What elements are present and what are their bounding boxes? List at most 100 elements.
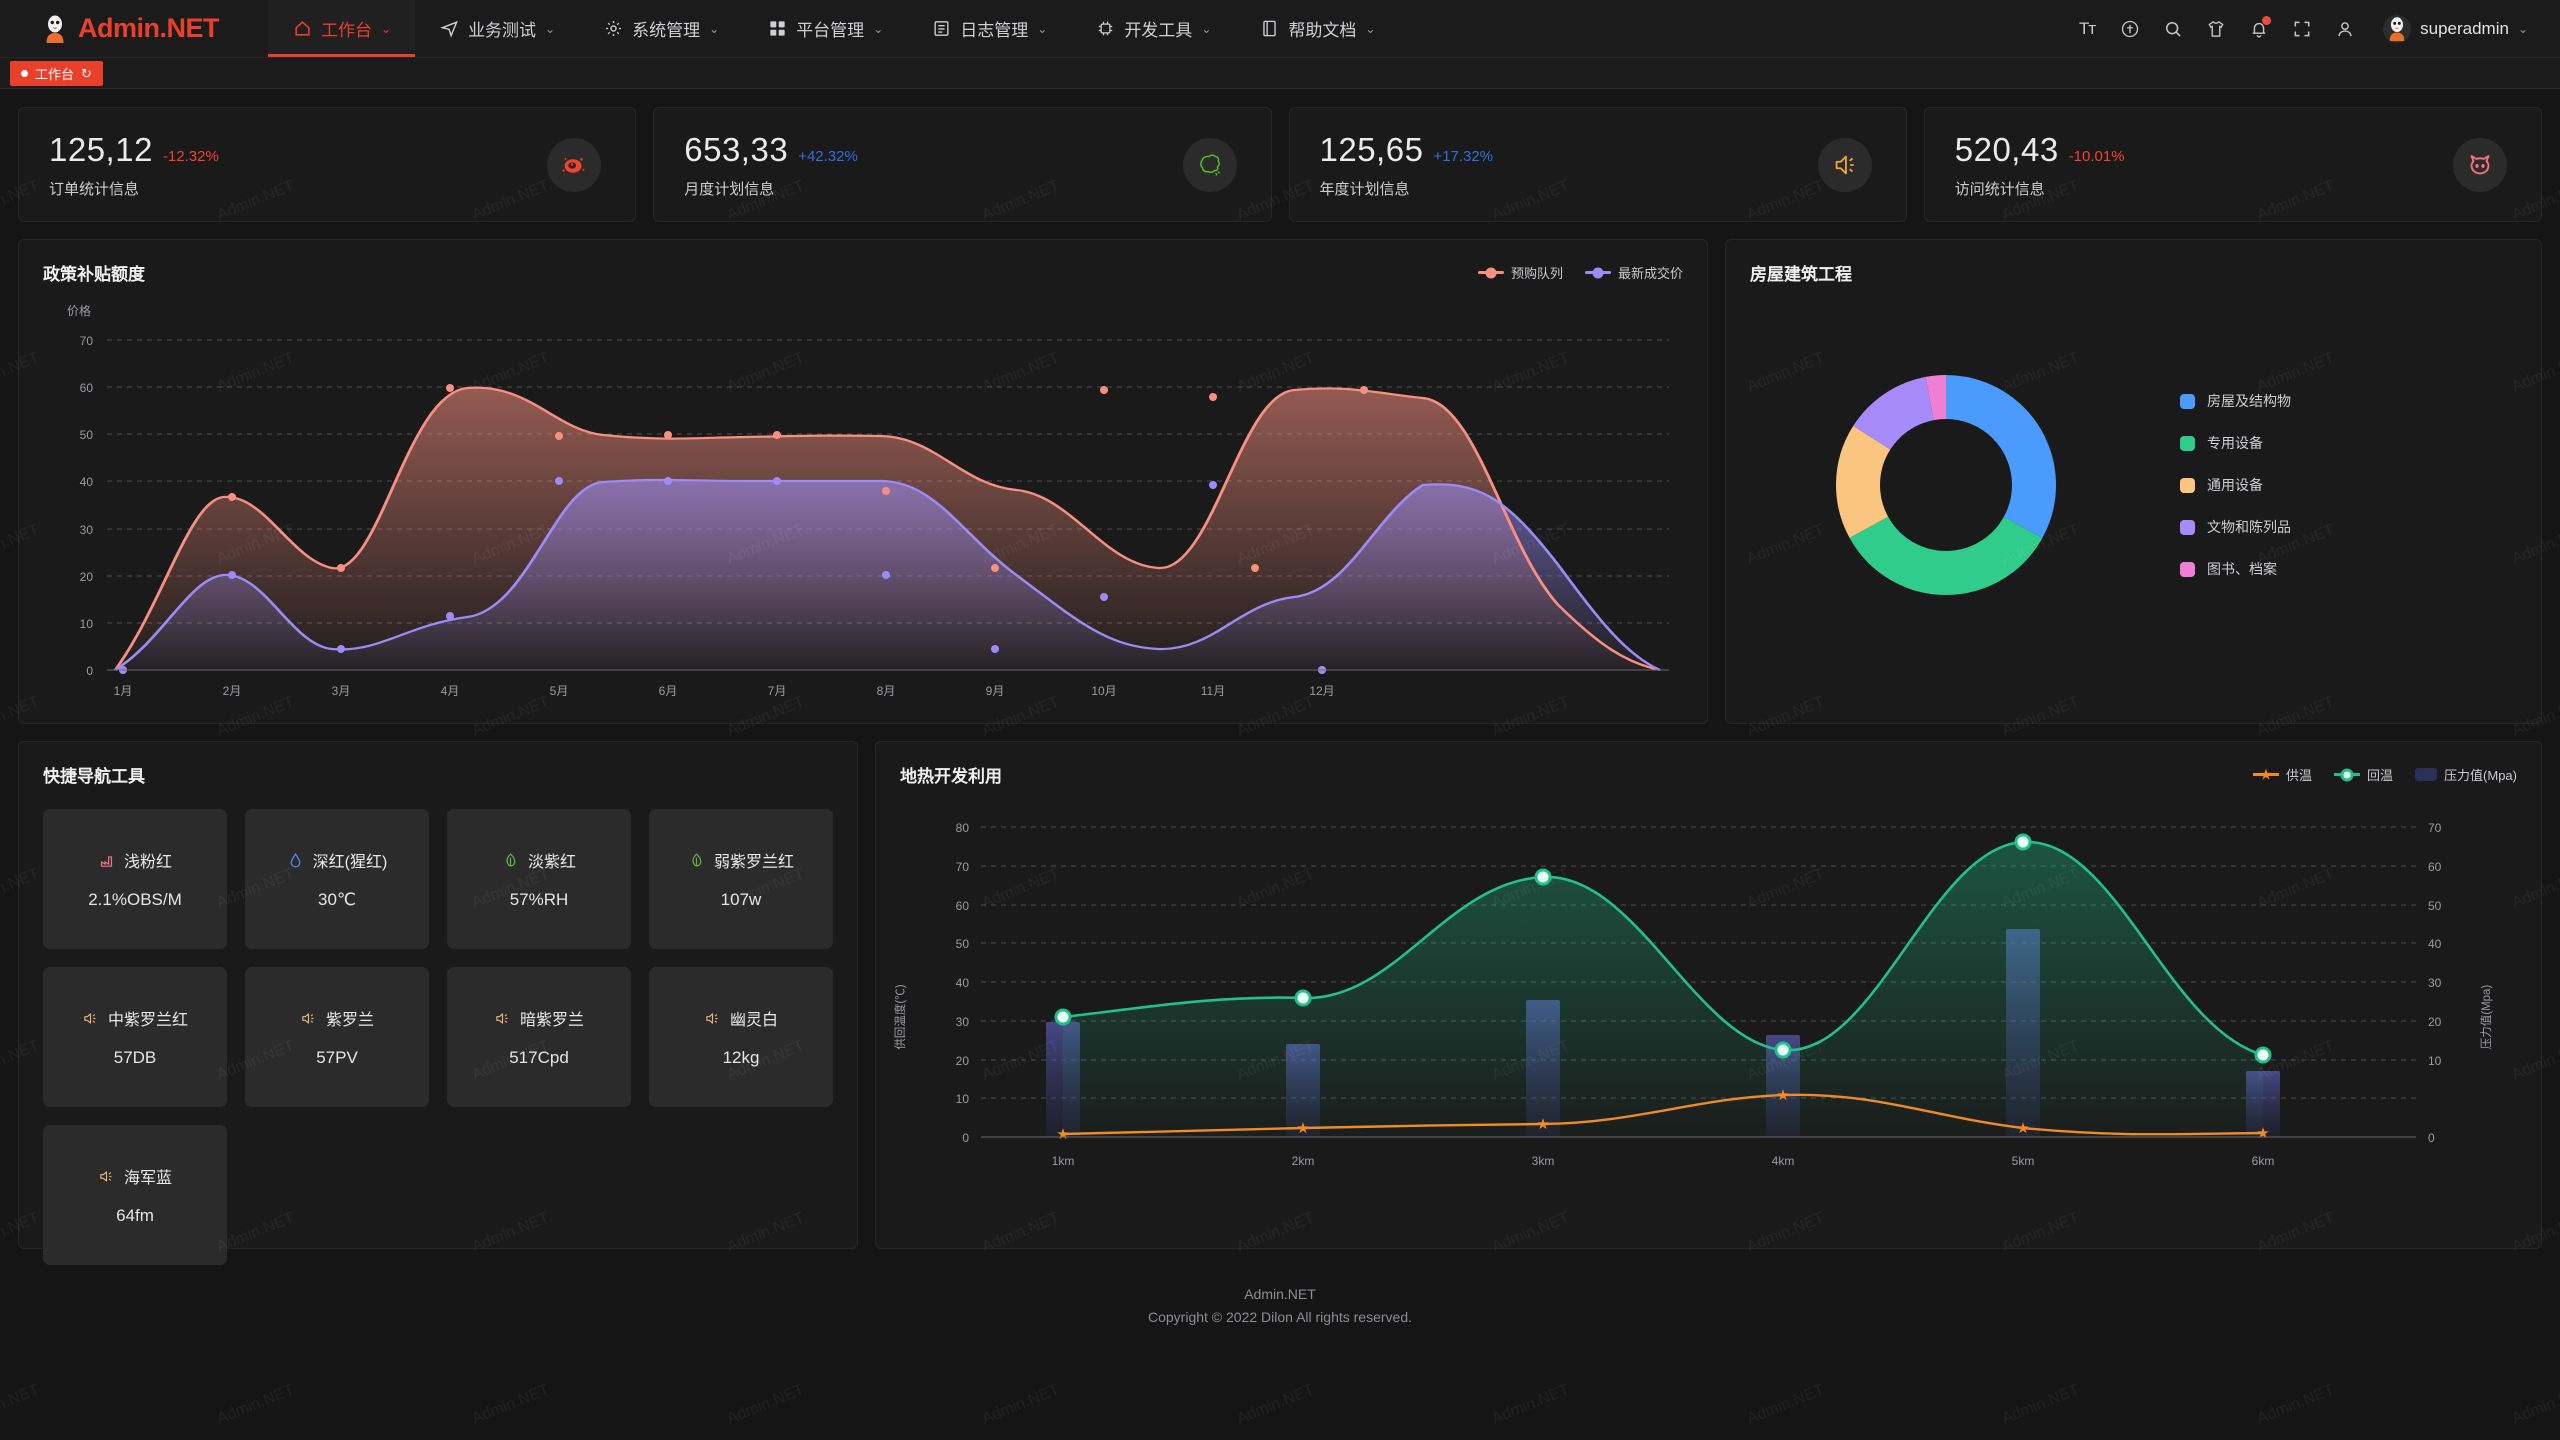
nav-item-log-management[interactable]: 日志管理 ⌄ — [907, 0, 1071, 57]
nav-item-workbench[interactable]: 工作台 ⌄ — [268, 0, 416, 57]
chevron-down-icon: ⌄ — [1037, 21, 1048, 36]
stat-card-visits[interactable]: 520,43 -10.01% 访问统计信息 — [1923, 107, 2542, 222]
svg-text:★: ★ — [1776, 1087, 1789, 1104]
legend-item[interactable]: 通用设备 — [2180, 475, 2521, 495]
stat-value: 125,65 — [1319, 130, 1424, 168]
main-content: 125,12 -12.32% 订单统计信息 — [0, 89, 2560, 1440]
svg-text:★: ★ — [2016, 1120, 2029, 1137]
card-header: 政策补贴额度 预购队列 最新成交价 — [19, 240, 1707, 285]
svg-text:2月: 2月 — [223, 684, 242, 698]
quick-nav-tile-light-pink[interactable]: 浅粉红 2.1%OBS/M — [43, 809, 227, 949]
stat-value: 125,12 — [49, 130, 153, 168]
svg-text:20: 20 — [2428, 1015, 2442, 1029]
tab-label: 工作台 — [35, 66, 75, 82]
legend-item[interactable]: 压力值(Mpa) — [2415, 765, 2517, 784]
nav-label: 系统管理 — [632, 21, 701, 40]
page-footer: Admin.NET Copyright © 2022 Dilon All rig… — [18, 1266, 2542, 1344]
quick-nav-tile-pale-violet-red[interactable]: 弱紫罗兰红 107w — [649, 809, 833, 949]
legend-label: 供温 — [2286, 768, 2313, 783]
building-engineering-donut: 房屋及结构物 专用设备 通用设备 文物和陈列品 — [1726, 285, 2541, 685]
tile-value: 517Cpd — [509, 1048, 569, 1067]
notification-bell-icon[interactable] — [2240, 10, 2278, 48]
brand-name: Admin.NET — [78, 13, 220, 43]
legend-item[interactable]: ★ 供温 — [2253, 765, 2312, 784]
quick-nav-tile-ghost-white[interactable]: 幽灵白 12kg — [649, 967, 833, 1107]
tile-label: 海军蓝 — [123, 1170, 172, 1187]
donut-legend: 房屋及结构物 专用设备 通用设备 文物和陈列品 — [2146, 391, 2521, 579]
tile-label: 浅粉红 — [123, 854, 172, 871]
nav-label: 开发工具 — [1124, 21, 1193, 40]
language-icon[interactable] — [2111, 10, 2149, 48]
quick-nav-tile-dark-violet[interactable]: 暗紫罗兰 517Cpd — [447, 967, 631, 1107]
tile-header: 浅粉红 — [98, 848, 172, 872]
chevron-down-icon: ⌄ — [709, 21, 720, 36]
svg-text:50: 50 — [80, 428, 94, 442]
china-map-icon — [1182, 137, 1237, 192]
svg-text:0: 0 — [2428, 1131, 2435, 1145]
quick-nav-tile-crimson[interactable]: 深红(猩红) 30℃ — [245, 809, 429, 949]
tab-active-dot-icon — [21, 69, 28, 77]
stat-label: 月度计划信息 — [684, 180, 775, 198]
tile-value: 57PV — [316, 1048, 358, 1067]
legend-swatch-icon — [2180, 561, 2195, 577]
quick-nav-tile-light-purple-red[interactable]: 淡紫红 57%RH — [447, 809, 631, 949]
legend-item[interactable]: 回温 — [2334, 765, 2393, 784]
quick-nav-tile-medium-violet-red[interactable]: 中紫罗兰红 57DB — [43, 967, 227, 1107]
building-engineering-card: 房屋建筑工程 — [1725, 239, 2542, 724]
user-icon[interactable] — [2326, 10, 2364, 48]
tab-workbench[interactable]: 工作台 ↻ — [10, 60, 103, 86]
legend-item[interactable]: 图书、档案 — [2180, 559, 2521, 579]
legend-label: 图书、档案 — [2207, 561, 2277, 577]
tile-label: 暗紫罗兰 — [519, 1012, 584, 1029]
svg-text:60: 60 — [80, 381, 94, 395]
legend-label: 房屋及结构物 — [2207, 393, 2291, 409]
chevron-down-icon: ⌄ — [545, 21, 556, 36]
legend-item[interactable]: 最新成交价 — [1584, 263, 1683, 282]
legend-item[interactable]: 文物和陈列品 — [2180, 517, 2521, 537]
font-size-icon[interactable]: Tᴛ — [2068, 10, 2106, 48]
legend-item[interactable]: 房屋及结构物 — [2180, 391, 2521, 411]
svg-text:30: 30 — [80, 523, 94, 537]
nav-item-business-test[interactable]: 业务测试 ⌄ — [415, 0, 579, 57]
svg-text:4km: 4km — [1772, 1154, 1795, 1168]
svg-text:压力值(Mpa): 压力值(Mpa) — [2480, 985, 2493, 1050]
tile-label: 中紫罗兰红 — [107, 1012, 188, 1029]
speaker-icon — [1817, 137, 1872, 192]
book-icon — [1259, 19, 1279, 39]
stat-card-orders[interactable]: 125,12 -12.32% 订单统计信息 — [18, 107, 637, 222]
stat-label: 访问统计信息 — [1954, 180, 2045, 198]
nav-label: 帮助文档 — [1288, 21, 1357, 40]
nav-item-dev-tools[interactable]: 开发工具 ⌄ — [1071, 0, 1235, 57]
legend-ring-marker-icon — [2334, 768, 2361, 781]
tile-value: 64fm — [116, 1206, 154, 1225]
quick-nav-grid: 浅粉红 2.1%OBS/M 深红(猩红) — [19, 787, 857, 1265]
main-nav-menu: 工作台 ⌄ 业务测试 ⌄ 系统管理 ⌄ — [268, 0, 1399, 57]
legend-swatch-icon — [2415, 768, 2438, 781]
penguin-logo-icon — [42, 14, 68, 44]
nav-item-help-docs[interactable]: 帮助文档 ⌄ — [1235, 0, 1399, 57]
search-icon[interactable] — [2154, 10, 2192, 48]
svg-text:0: 0 — [86, 664, 93, 678]
quick-nav-tile-violet[interactable]: 紫罗兰 57PV — [245, 967, 429, 1107]
tile-label: 紫罗兰 — [325, 1012, 374, 1029]
svg-text:★: ★ — [1536, 1116, 1549, 1133]
speaker-icon — [300, 1009, 318, 1027]
refresh-icon[interactable]: ↻ — [81, 65, 92, 81]
nav-item-platform-management[interactable]: 平台管理 ⌄ — [743, 0, 907, 57]
brand-logo-area[interactable]: Admin.NET — [0, 0, 268, 57]
fullscreen-icon[interactable] — [2283, 10, 2321, 48]
svg-text:3月: 3月 — [332, 684, 351, 698]
user-menu-button[interactable]: superadmin ⌄ — [2369, 14, 2534, 43]
nav-item-system-management[interactable]: 系统管理 ⌄ — [579, 0, 743, 57]
svg-text:10: 10 — [80, 617, 94, 631]
quick-nav-tile-navy[interactable]: 海军蓝 64fm — [43, 1125, 227, 1265]
legend-item[interactable]: 专用设备 — [2180, 433, 2521, 453]
stat-text-block: 653,33 +42.32% 月度计划信息 — [684, 131, 1182, 199]
stat-card-monthly-plan[interactable]: 653,33 +42.32% 月度计划信息 — [653, 107, 1272, 222]
policy-subsidy-card: 政策补贴额度 预购队列 最新成交价 — [18, 239, 1708, 724]
theme-shirt-icon[interactable] — [2197, 10, 2235, 48]
svg-text:★: ★ — [2256, 1125, 2269, 1142]
svg-text:40: 40 — [2428, 937, 2442, 951]
stat-card-annual-plan[interactable]: 125,65 +17.32% 年度计划信息 — [1288, 107, 1907, 222]
legend-item[interactable]: 预购队列 — [1477, 263, 1563, 282]
